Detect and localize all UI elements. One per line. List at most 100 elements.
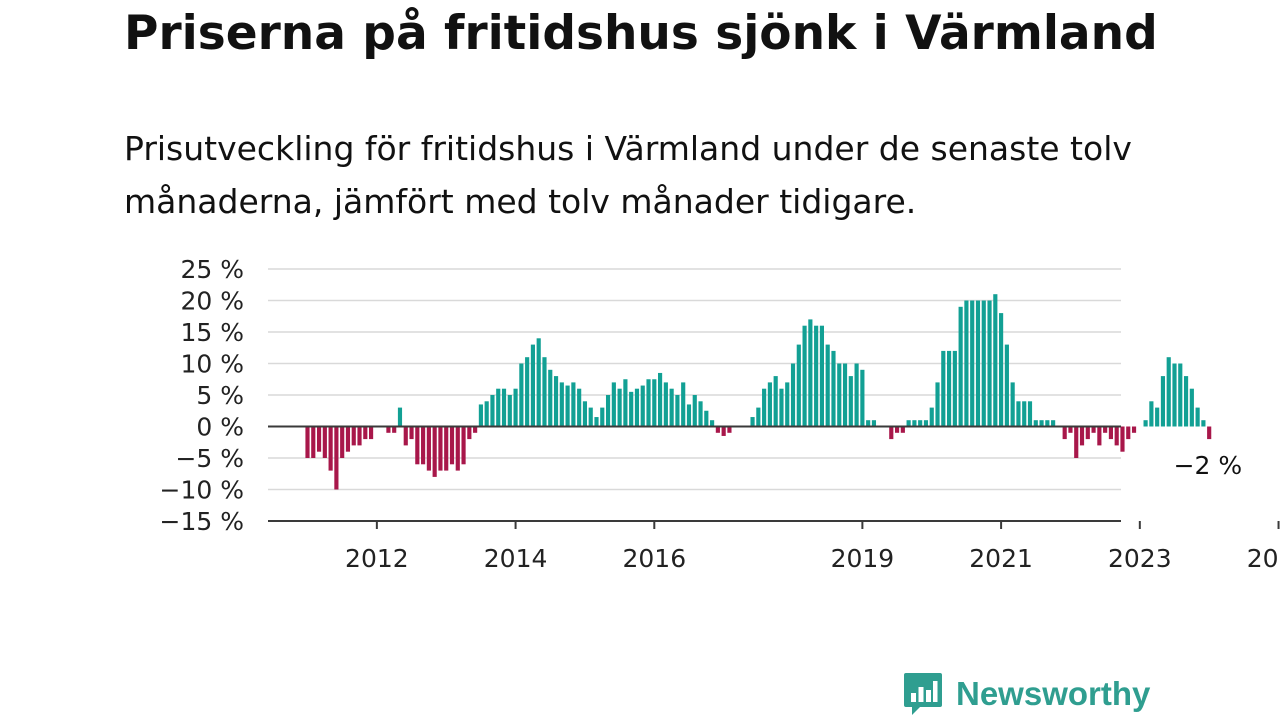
bar: [837, 363, 842, 427]
bar: [692, 395, 697, 427]
bar: [426, 426, 431, 471]
bar: [842, 363, 848, 427]
x-tick-label: 2021: [969, 544, 1033, 573]
bar: [756, 407, 761, 427]
x-tick-label: 2023: [1108, 544, 1172, 573]
bar: [750, 417, 755, 427]
bar: [889, 426, 894, 440]
bar: [363, 426, 368, 440]
bar: [767, 382, 772, 427]
bar: [582, 401, 588, 427]
bar: [473, 426, 478, 433]
bar: [1027, 401, 1033, 427]
bar: [392, 426, 397, 433]
bar: [634, 388, 640, 427]
bar: [704, 410, 709, 427]
bar: [675, 395, 680, 427]
bar: [571, 382, 576, 427]
bar: [802, 325, 807, 427]
y-tick-label: −5 %: [175, 444, 244, 473]
bar: [964, 300, 969, 427]
bar: [831, 350, 836, 427]
bar: [1155, 407, 1160, 427]
y-tick-label: 15 %: [180, 318, 244, 347]
y-tick-label: 5 %: [196, 381, 244, 410]
bar: [415, 426, 420, 465]
bar: [970, 300, 975, 427]
bar: [912, 420, 917, 427]
bar: [646, 379, 651, 427]
bar: [1068, 426, 1073, 433]
bar: [1016, 401, 1021, 427]
bar: [1108, 426, 1113, 440]
bar: [507, 395, 512, 427]
bar: [715, 426, 720, 433]
bar: [1114, 426, 1119, 446]
bar: [490, 395, 495, 427]
bar: [854, 363, 859, 427]
bar: [1045, 420, 1050, 427]
bar: [808, 319, 813, 427]
bar: [311, 426, 316, 458]
bar: [1103, 426, 1108, 433]
bar: [860, 369, 865, 427]
bar: [686, 404, 692, 427]
bar: [762, 388, 767, 427]
bar: [530, 344, 535, 427]
x-tick-label: 2014: [484, 544, 548, 573]
bar: [814, 325, 819, 427]
bar: [305, 426, 310, 458]
bar: [981, 300, 986, 427]
bar: [1183, 376, 1189, 427]
bar: [848, 376, 853, 427]
bar: [790, 363, 796, 427]
bar: [1074, 426, 1079, 458]
bar: [1178, 363, 1183, 427]
bar: [438, 426, 443, 471]
bar: [386, 426, 391, 433]
bar: [345, 426, 351, 452]
bar: [710, 420, 715, 427]
bar: [461, 426, 466, 465]
bar: [825, 344, 830, 427]
bar: [935, 382, 940, 427]
chart-title: Priserna på fritidshus sjönk i Värmland: [124, 6, 1158, 61]
bar: [785, 382, 790, 427]
last-value-label: −2 %: [1174, 451, 1243, 480]
bar: [1085, 426, 1090, 440]
y-tick-label: 10 %: [180, 350, 244, 379]
bar: [640, 385, 645, 427]
bar: [1189, 388, 1194, 427]
bar: [958, 306, 963, 427]
bar-chart: 25 % 20 %15 % 10 %5 % 0 %−5 % −10 %−15 % 2012…: [160, 255, 1280, 573]
bar: [559, 382, 564, 427]
bar: [721, 426, 726, 436]
bar: [340, 426, 345, 458]
x-tick-label: 2016: [622, 544, 686, 573]
bar: [409, 426, 414, 440]
bar: [1160, 376, 1166, 427]
bar: [663, 382, 668, 427]
bar: [351, 426, 356, 446]
bar: [611, 382, 616, 427]
y-tick-label: 0 %: [196, 413, 244, 442]
bar: [1166, 357, 1171, 427]
bar: [605, 395, 611, 427]
bar: [779, 388, 784, 427]
bar: [871, 420, 877, 427]
bar: [866, 420, 871, 427]
bar: [403, 426, 408, 446]
bar: [322, 426, 327, 458]
x-tick-label: 2025: [1247, 544, 1280, 573]
bar: [918, 420, 923, 427]
bar: [894, 426, 900, 433]
bar: [397, 407, 403, 427]
bar: [987, 300, 992, 427]
bar: [669, 388, 674, 427]
bar: [658, 372, 663, 427]
bar: [1131, 426, 1137, 433]
bar: [455, 426, 460, 471]
bar: [565, 385, 570, 427]
brand-name: Newsworthy: [956, 675, 1151, 712]
bar: [1079, 426, 1085, 446]
